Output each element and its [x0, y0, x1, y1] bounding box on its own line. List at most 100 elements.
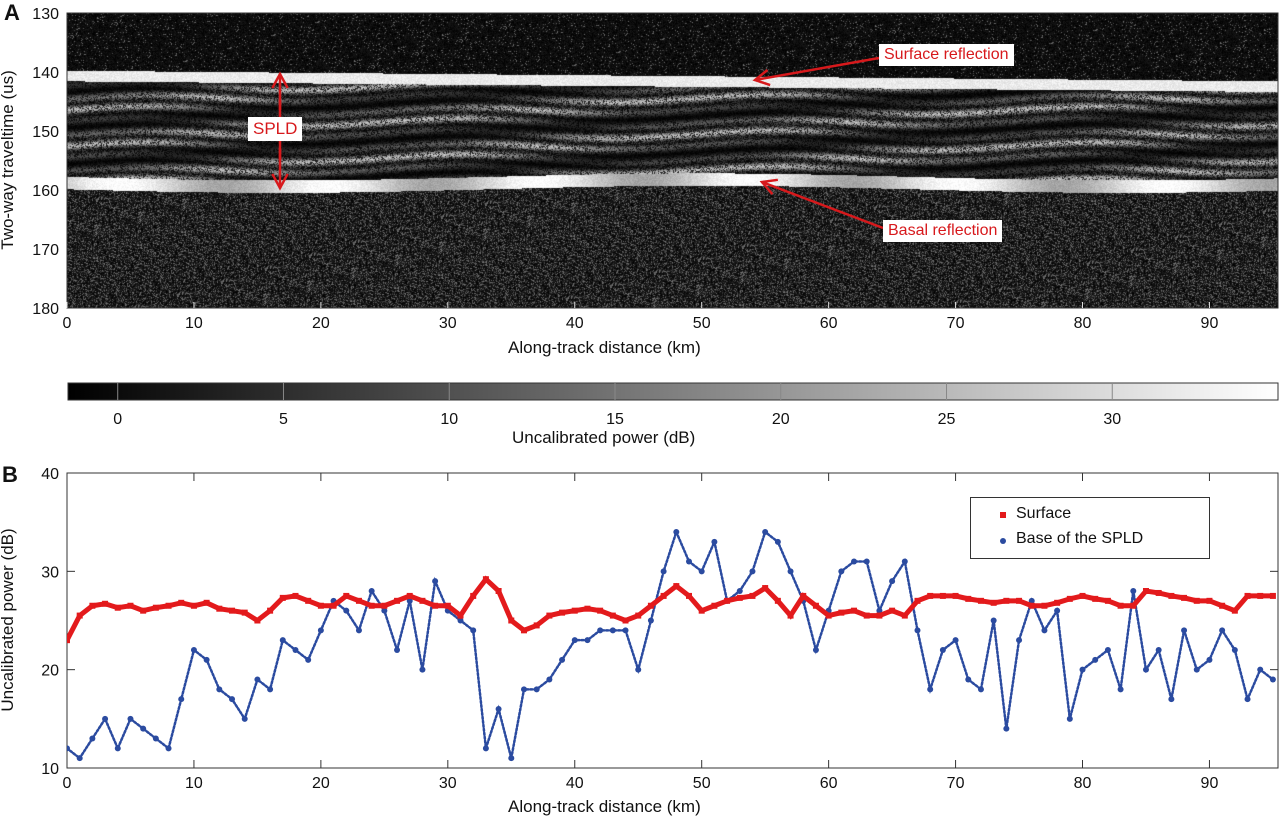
surface-point [381, 602, 388, 609]
surface-point [495, 588, 502, 594]
surface-point [127, 602, 134, 609]
base-point [89, 735, 96, 742]
base-point [1028, 597, 1035, 604]
surface-point [546, 612, 553, 619]
panel-a-frame [66, 12, 1279, 309]
surface-point [343, 592, 350, 599]
base-series-line [67, 528, 1275, 760]
x-tick-label: 0 [63, 775, 72, 792]
spld-arrow-up-head [271, 71, 289, 89]
base-point [990, 617, 997, 624]
x-tick-label: 80 [1074, 315, 1092, 332]
base-point [1219, 627, 1226, 634]
base-point [178, 696, 185, 703]
base-point [851, 558, 858, 565]
surface-point [140, 607, 147, 614]
base-point [546, 676, 553, 683]
radargram-image [67, 13, 1278, 308]
surface-point [1155, 589, 1162, 596]
base-point [1079, 666, 1086, 673]
base-point [584, 637, 591, 644]
base-point [1092, 656, 1099, 663]
surface-point [559, 609, 566, 616]
y-tick-label: 30 [41, 564, 59, 581]
base-point [1016, 637, 1023, 644]
y-tick-label: 10 [41, 761, 59, 778]
surface-point [267, 607, 274, 614]
surface-point [736, 594, 743, 601]
legend-base-label: Base of the SPLD [1016, 530, 1144, 547]
base-point [812, 647, 819, 653]
surface-point [1117, 602, 1124, 609]
base-point [977, 686, 984, 693]
base-point [952, 637, 959, 644]
x-tick-label: 40 [566, 775, 584, 792]
x-tick-label: 20 [312, 315, 330, 332]
surface-point [1003, 597, 1010, 604]
y-tick-label: 20 [41, 663, 59, 680]
base-point [1269, 676, 1276, 683]
surface-point [698, 607, 705, 614]
x-tick-label: 70 [947, 775, 965, 792]
surface-point [355, 597, 362, 604]
base-point [406, 597, 413, 604]
surface-point [774, 597, 781, 604]
surface-point [394, 597, 401, 604]
base-point [609, 627, 616, 634]
surface-point [647, 602, 654, 609]
base-point [1066, 715, 1073, 722]
surface-point [965, 595, 972, 602]
base-point [1003, 725, 1010, 732]
x-tick-label: 90 [1201, 775, 1219, 792]
base-point [279, 637, 286, 644]
surface-point [635, 612, 642, 619]
base-point [508, 755, 515, 762]
colorbar-tick-label: 25 [938, 411, 956, 428]
base-point [241, 715, 248, 722]
x-tick-label: 60 [820, 775, 838, 792]
colorbar-label: Uncalibrated power (dB) [512, 428, 696, 447]
base-point [635, 666, 642, 673]
legend-base-marker [1000, 538, 1006, 544]
base-point [495, 706, 502, 712]
surface-point [1181, 594, 1188, 601]
base-point [254, 676, 261, 683]
base-point [482, 745, 489, 752]
base-point [787, 568, 794, 575]
surface-point [67, 637, 70, 644]
base-point [152, 735, 159, 742]
panel-a-axes: 0 10 20 30 40 50 60 70 80 90 130 140 150 160 170 180 [32, 6, 1279, 332]
surface-point [482, 576, 489, 583]
surface-point [609, 612, 616, 619]
y-tick-label: 40 [41, 466, 59, 483]
base-point [660, 568, 667, 575]
base-point [673, 529, 680, 535]
base-point [1117, 686, 1124, 693]
base-point [559, 656, 566, 663]
surface-point [863, 612, 870, 619]
colorbar-tick-label: 10 [440, 411, 458, 428]
colorbar-tick-label: 5 [279, 411, 288, 428]
surface-point [203, 599, 210, 606]
base-point [686, 558, 693, 565]
surface-point [1257, 592, 1264, 599]
surface-point [876, 612, 883, 619]
surface-point [305, 597, 312, 604]
surface-point [1142, 588, 1149, 594]
base-point [698, 568, 705, 575]
legend-surface-marker [1000, 512, 1006, 518]
surface-point [89, 602, 96, 609]
base-point [1054, 607, 1061, 614]
surface-point [749, 592, 756, 599]
surface-point [825, 612, 832, 619]
surface-point [1193, 597, 1200, 604]
surface-point [152, 604, 159, 611]
surface-reflection-arrow [754, 56, 880, 82]
surface-point [178, 599, 185, 606]
base-point [1206, 656, 1213, 663]
y-tick-label: 140 [32, 65, 59, 82]
surface-point [1066, 595, 1073, 602]
surface-point [838, 609, 845, 616]
base-point [394, 647, 401, 653]
surface-point [914, 597, 921, 604]
